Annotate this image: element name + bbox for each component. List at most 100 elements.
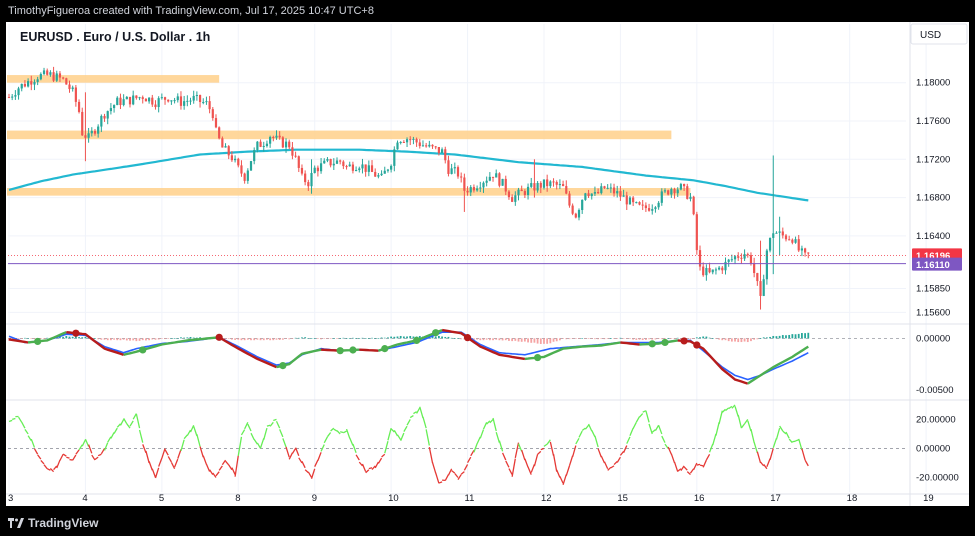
osc-segment <box>396 434 402 441</box>
macd-histogram-bar <box>444 336 447 339</box>
candle-body <box>495 173 498 178</box>
candle-body <box>262 145 265 147</box>
osc-segment <box>193 426 198 437</box>
macd-histogram-bar <box>711 338 714 339</box>
candle-body <box>447 160 450 174</box>
candle-body <box>721 267 724 271</box>
cross-marker <box>693 341 701 349</box>
candle-body <box>297 156 300 168</box>
osc-segment <box>622 445 628 453</box>
macd-histogram-bar <box>288 338 291 340</box>
macd-histogram-bar <box>692 338 695 339</box>
candle-body <box>733 256 737 260</box>
signal-line-segment <box>677 339 749 385</box>
macd-histogram-bar <box>62 336 65 339</box>
osc-segment <box>78 444 83 451</box>
currency-box[interactable] <box>910 23 968 45</box>
osc-segment <box>263 427 268 440</box>
candle-body <box>42 70 46 74</box>
candle-body <box>52 72 55 81</box>
chart-canvas[interactable]: 1.15600 1.15850 1.16400 1.16800 1.17200 1.176… <box>6 22 969 506</box>
chart-panel[interactable]: 1.15600 1.15850 1.16400 1.16800 1.17200 1.176… <box>6 22 969 506</box>
candle-body <box>418 142 421 147</box>
osc-segment <box>556 469 561 478</box>
osc-segment <box>94 456 99 461</box>
macd-histogram-bar <box>718 338 721 340</box>
macd-histogram-bar <box>234 338 236 340</box>
macd-histogram-bar <box>78 337 80 339</box>
macd-histogram-bar <box>482 338 485 341</box>
candle-body <box>198 95 202 103</box>
cross-marker <box>661 338 669 347</box>
candle-body <box>641 204 644 206</box>
macd-histogram-bar <box>113 338 115 340</box>
osc-segment <box>291 448 297 454</box>
osc-segment <box>212 472 217 478</box>
osc-segment <box>635 416 641 423</box>
candle-body <box>11 96 14 98</box>
macd-histogram-bar <box>791 334 794 339</box>
osc-segment <box>304 469 309 474</box>
osc-segment <box>775 427 781 440</box>
candle-body <box>711 269 714 273</box>
osc-segment <box>298 457 303 464</box>
candle-body <box>335 160 339 164</box>
osc-segment <box>673 461 679 472</box>
candle-body <box>794 239 797 243</box>
candle-body <box>253 150 256 162</box>
macd-histogram-bar <box>606 338 609 339</box>
candle-body <box>358 168 361 171</box>
macd-histogram-bar <box>110 338 112 341</box>
tradingview-logo[interactable]: TradingView <box>8 516 98 530</box>
osc-segment <box>173 458 179 468</box>
candle-body <box>425 145 428 147</box>
osc-segment <box>750 428 755 443</box>
candle-body <box>428 144 431 147</box>
macd-histogram-bar <box>122 338 125 340</box>
macd-histogram-bar <box>527 338 529 343</box>
cross-marker <box>680 337 688 345</box>
osc-segment <box>422 416 427 429</box>
tradingview-icon <box>8 518 24 528</box>
macd-histogram-bar <box>635 338 638 340</box>
macd-histogram-bar <box>406 336 408 339</box>
chart-title: EURUSD . Euro / U.S. Dollar . 1h <box>20 30 210 44</box>
macd-histogram-bar <box>148 338 151 341</box>
macd-histogram-bar <box>189 336 192 339</box>
candle-body <box>807 252 810 254</box>
candle-body <box>307 182 310 187</box>
candle-body <box>17 88 20 96</box>
candle-body <box>476 188 479 191</box>
time-tick-label: 9 <box>312 493 317 504</box>
candle-body <box>319 163 323 172</box>
osc-segment <box>84 438 90 447</box>
candle-body <box>692 196 695 215</box>
candle-body <box>743 254 746 259</box>
macd-histogram-bar <box>574 338 577 339</box>
osc-segment <box>457 474 462 480</box>
candle-body <box>100 115 103 127</box>
candle-body <box>517 189 520 196</box>
candle-body <box>259 141 262 147</box>
osc-segment <box>473 443 478 453</box>
osc-segment <box>486 420 491 425</box>
macd-histogram-bar <box>488 338 491 341</box>
osc-segment <box>705 453 711 461</box>
macd-histogram-bar <box>157 338 160 340</box>
osc-segment <box>406 419 411 426</box>
candle-body <box>746 254 749 256</box>
osc-segment <box>384 441 389 454</box>
osc-segment <box>40 459 45 465</box>
candle-body <box>106 111 109 119</box>
candle-body <box>291 147 294 156</box>
osc-segment <box>587 423 593 432</box>
macd-histogram-bar <box>291 338 294 339</box>
macd-histogram-bar <box>673 338 676 339</box>
macd-histogram-bar <box>587 338 590 339</box>
candle-body <box>488 176 491 181</box>
macd-histogram-bar <box>609 338 612 339</box>
candle-body <box>440 149 444 153</box>
candle-body <box>460 176 463 178</box>
osc-segment <box>785 431 790 439</box>
macd-histogram-bar <box>603 338 606 340</box>
